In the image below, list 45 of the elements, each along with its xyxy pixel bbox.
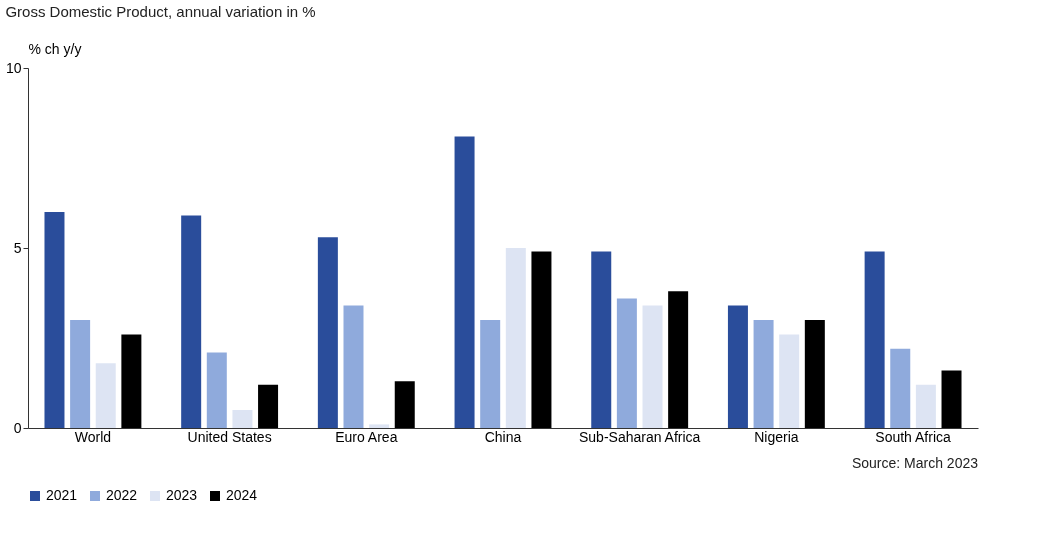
bar	[591, 251, 612, 428]
bar	[95, 363, 116, 428]
bar	[121, 334, 142, 428]
bar	[343, 305, 364, 428]
bar	[44, 212, 65, 428]
bar	[505, 248, 526, 428]
y-axis-title: % ch y/y	[28, 40, 82, 57]
legend-label: 2022	[106, 487, 138, 503]
bar	[915, 384, 936, 428]
y-tick-label: 5	[13, 239, 22, 256]
bar	[480, 320, 501, 428]
bar	[258, 384, 279, 428]
bar	[394, 381, 415, 428]
bar	[804, 320, 825, 428]
bar	[890, 348, 911, 428]
bar	[616, 298, 637, 428]
x-tick-label: Euro Area	[335, 428, 398, 445]
bar	[369, 424, 390, 428]
y-tick-label: 0	[13, 419, 22, 436]
bar	[642, 305, 663, 428]
y-tick-label: 10	[5, 59, 22, 76]
bar	[317, 237, 338, 428]
bar	[864, 251, 885, 428]
bar	[753, 320, 774, 428]
x-tick-label: Sub-Saharan Africa	[578, 428, 701, 445]
source-note: Source: March 2023	[851, 455, 979, 471]
bar	[941, 370, 962, 428]
bar	[206, 352, 227, 428]
x-tick-label: South Africa	[875, 428, 952, 445]
x-tick-label: United States	[187, 428, 272, 445]
legend-label: 2023	[166, 487, 198, 503]
bar	[454, 136, 475, 428]
bar	[779, 334, 800, 428]
bar	[668, 291, 689, 428]
bar	[727, 305, 748, 428]
x-tick-label: World	[74, 428, 112, 445]
legend-label: 2021	[46, 487, 78, 503]
bar	[232, 410, 253, 428]
chart-title: Gross Domestic Product, annual variation in %	[5, 3, 316, 20]
bar	[531, 251, 552, 428]
x-tick-label: China	[484, 428, 522, 445]
bar	[70, 320, 91, 428]
legend-label: 2024	[226, 487, 258, 503]
x-tick-label: Nigeria	[754, 428, 799, 445]
bar	[181, 215, 202, 428]
